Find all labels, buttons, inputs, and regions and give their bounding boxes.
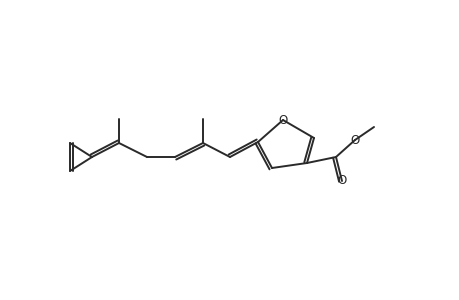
Text: O: O bbox=[336, 175, 346, 188]
Text: O: O bbox=[350, 134, 359, 146]
Text: O: O bbox=[278, 113, 287, 127]
